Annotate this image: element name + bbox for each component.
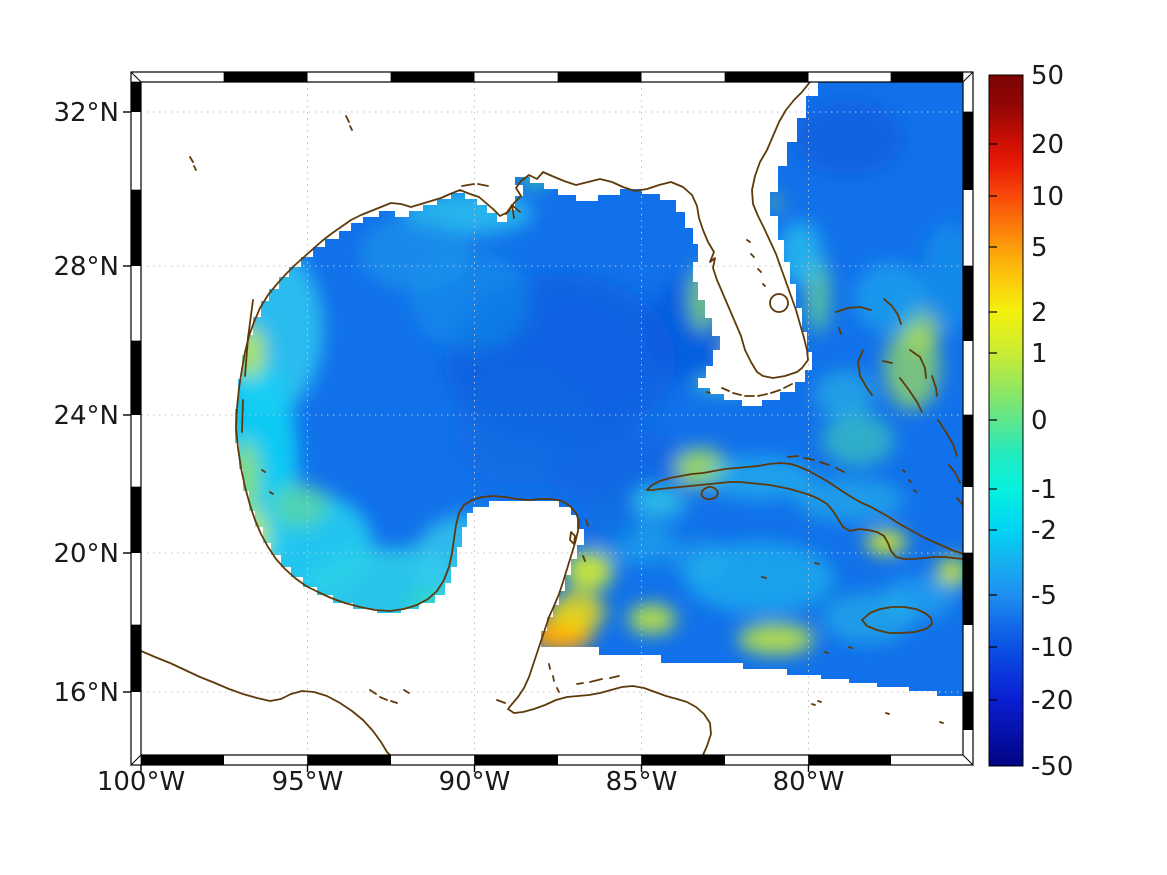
lat-tick-label: 16°N	[53, 678, 119, 708]
frame-top-band	[141, 71, 964, 83]
colorbar-ticks	[989, 143, 997, 701]
colorbar-tick-label: -5	[1031, 581, 1057, 611]
colorbar: 50 20 10 5 2 1 0 -1 -2 -5 -10 -20 -50	[988, 61, 1073, 782]
florida-small-lakes	[746, 239, 766, 287]
bay-islands-honduras	[576, 675, 620, 685]
mississippi-delta-branches	[505, 204, 521, 219]
coastlines	[141, 82, 963, 755]
guatemala-lakes	[369, 689, 506, 704]
lon-tick-label: 100°W	[97, 767, 185, 797]
isla-juventud	[700, 485, 719, 501]
bahamas-islands	[835, 298, 963, 506]
veracruz-reef-dots	[261, 469, 274, 495]
colorbar-tick-label: 2	[1031, 298, 1048, 328]
pacific-coastline	[141, 650, 391, 755]
inland-lakes-specks	[189, 115, 353, 171]
colorbar-tick-label: -1	[1031, 475, 1057, 505]
colorbar-tick-label: 5	[1031, 233, 1048, 263]
yucatan-belize-cays	[548, 519, 589, 693]
frame-right-band	[962, 82, 974, 755]
colorbar-tick-label: -2	[1031, 516, 1057, 546]
colorbar-tick-label: 50	[1031, 61, 1064, 91]
colorbar-tick-label: 20	[1031, 130, 1064, 160]
frame-bottom-band	[140, 754, 963, 766]
lon-tick-label: 95°W	[272, 767, 344, 797]
lat-tick-label: 20°N	[53, 539, 119, 569]
lon-tick-label: 80°W	[773, 767, 845, 797]
cuba-north-coast	[646, 462, 963, 555]
colorbar-labels: 50 20 10 5 2 1 0 -1 -2 -5 -10 -20 -50	[1031, 61, 1073, 782]
cuba-north-cays	[787, 455, 845, 473]
colorbar-tick-label: -50	[1031, 752, 1073, 782]
colorbar-tick-label: -10	[1031, 633, 1073, 663]
florida-keys	[706, 383, 793, 397]
ocean-field	[141, 82, 963, 755]
map-frame	[130, 71, 974, 766]
colorbar-tick-label: -20	[1031, 686, 1073, 716]
jamaica-coastline	[861, 606, 933, 634]
colorbar-tick-label: 1	[1031, 339, 1048, 369]
lat-tick-label: 28°N	[53, 252, 119, 282]
cuba-south-coast	[646, 481, 963, 560]
lat-tick-label: 32°N	[53, 98, 119, 128]
colorbar-tick-label: 10	[1031, 182, 1064, 212]
lon-tick-label: 90°W	[439, 767, 511, 797]
north-gulf-barrier-dashes	[461, 183, 489, 187]
lake-okeechobee	[769, 293, 789, 313]
caribbean-cays-dots	[811, 646, 944, 724]
axis-labels: 100°W 95°W 90°W 85°W 80°W 32°N 28°N 24°N…	[53, 98, 844, 797]
lat-tick-label: 24°N	[53, 401, 119, 431]
cayman-islands	[761, 562, 820, 579]
graticule-gridlines	[141, 82, 963, 755]
no-data-land-mask	[141, 82, 963, 755]
lon-tick-label: 85°W	[606, 767, 678, 797]
cozumel-island	[569, 531, 576, 545]
colorbar-tick-label: 0	[1031, 406, 1048, 436]
mainland-coastline	[235, 82, 811, 755]
frame-corner-bevels	[130, 71, 974, 766]
texas-barrier-islands	[241, 299, 254, 433]
frame-left-band	[130, 81, 142, 755]
axis-ticks	[123, 111, 810, 772]
